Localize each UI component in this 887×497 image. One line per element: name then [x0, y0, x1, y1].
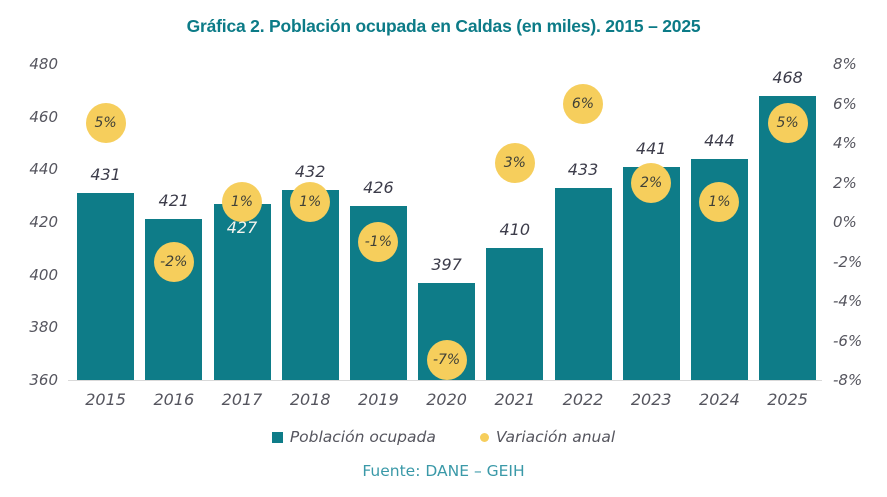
bar-value-label: 441 — [635, 138, 667, 158]
x-axis-label-2023: 2023 — [630, 390, 672, 409]
bar-value-label: 431 — [90, 165, 121, 185]
bar-value-label: 444 — [704, 130, 735, 150]
chart-title: Gráfica 2. Población ocupada en Caldas (… — [186, 16, 701, 36]
bar-value-label: 468 — [772, 67, 803, 87]
left-axis-tick-label: 380 — [29, 318, 58, 337]
variation-point-2023: 2% — [631, 162, 672, 203]
x-axis-label-2019: 2019 — [358, 390, 399, 409]
x-axis-label-2020: 2020 — [426, 390, 467, 409]
left-axis-tick-label: 360 — [29, 371, 58, 389]
bar-value-label: 397 — [431, 254, 462, 274]
x-axis-label-2021: 2021 — [494, 390, 536, 409]
x-axis-label-2022: 2022 — [562, 390, 604, 409]
x-axis-label-2017: 2017 — [221, 390, 263, 409]
bar-2022 — [554, 187, 612, 380]
bar-2015 — [77, 193, 135, 380]
legend-label: Población ocupada — [289, 428, 436, 446]
variation-point-2018: 1% — [290, 182, 331, 223]
legend-item-variacion: Variación anual — [479, 428, 616, 446]
left-axis-tick-label: 420 — [29, 213, 58, 231]
bar-value-label: 433 — [567, 159, 599, 179]
variation-point-2015: 5% — [85, 103, 126, 144]
variation-point-2016: -2% — [153, 241, 194, 282]
source-caption: Fuente: DANE – GEIH — [362, 462, 525, 480]
point-series-swatch-icon — [479, 432, 489, 442]
right-axis-tick-label: -2% — [833, 252, 863, 271]
left-axis-tick-label: 440 — [29, 160, 58, 179]
legend-item-poblacion: Población ocupada — [271, 428, 436, 446]
x-axis-label-2015: 2015 — [85, 390, 126, 409]
legend: Población ocupada Variación anual — [0, 428, 887, 446]
right-axis-tick-label: 8% — [833, 55, 857, 73]
right-axis-tick-label: -8% — [833, 371, 863, 389]
x-axis-line — [68, 380, 822, 381]
bar-2021 — [486, 248, 544, 380]
right-axis-tick-label: -6% — [833, 331, 863, 350]
bar-value-label: 410 — [499, 220, 531, 240]
bar-value-label: 426 — [363, 178, 394, 198]
variation-point-2025: 5% — [767, 103, 808, 144]
variation-point-2022: 6% — [563, 83, 603, 124]
bar-value-label: 421 — [158, 191, 190, 211]
bar-series-swatch-icon — [271, 431, 283, 443]
x-axis-label-2024: 2024 — [699, 390, 740, 409]
right-axis-tick-label: 6% — [833, 94, 857, 113]
variation-point-2021: 3% — [494, 142, 535, 183]
variation-point-2019: -1% — [358, 221, 399, 262]
left-axis-tick-label: 460 — [29, 107, 58, 126]
x-axis-label-2018: 2018 — [289, 390, 331, 409]
bar-2017 — [213, 203, 271, 380]
x-axis-label-2016: 2016 — [153, 390, 195, 409]
left-axis-tick-label: 400 — [29, 265, 58, 284]
right-axis-tick-label: -4% — [833, 292, 863, 310]
variation-point-2020: -7% — [426, 340, 467, 381]
bar-value-label: 432 — [294, 162, 326, 182]
right-axis-tick-label: 4% — [833, 134, 857, 152]
variation-point-2017: 1% — [222, 182, 262, 223]
legend-label: Variación anual — [495, 428, 616, 446]
right-axis-tick-label: 0% — [833, 213, 857, 231]
right-axis-tick-label: 2% — [833, 173, 857, 192]
bar-value-label: 427 — [226, 217, 258, 237]
x-axis-label-2025: 2025 — [767, 390, 808, 409]
variation-point-2024: 1% — [699, 182, 740, 223]
left-axis-tick-label: 480 — [29, 55, 58, 73]
